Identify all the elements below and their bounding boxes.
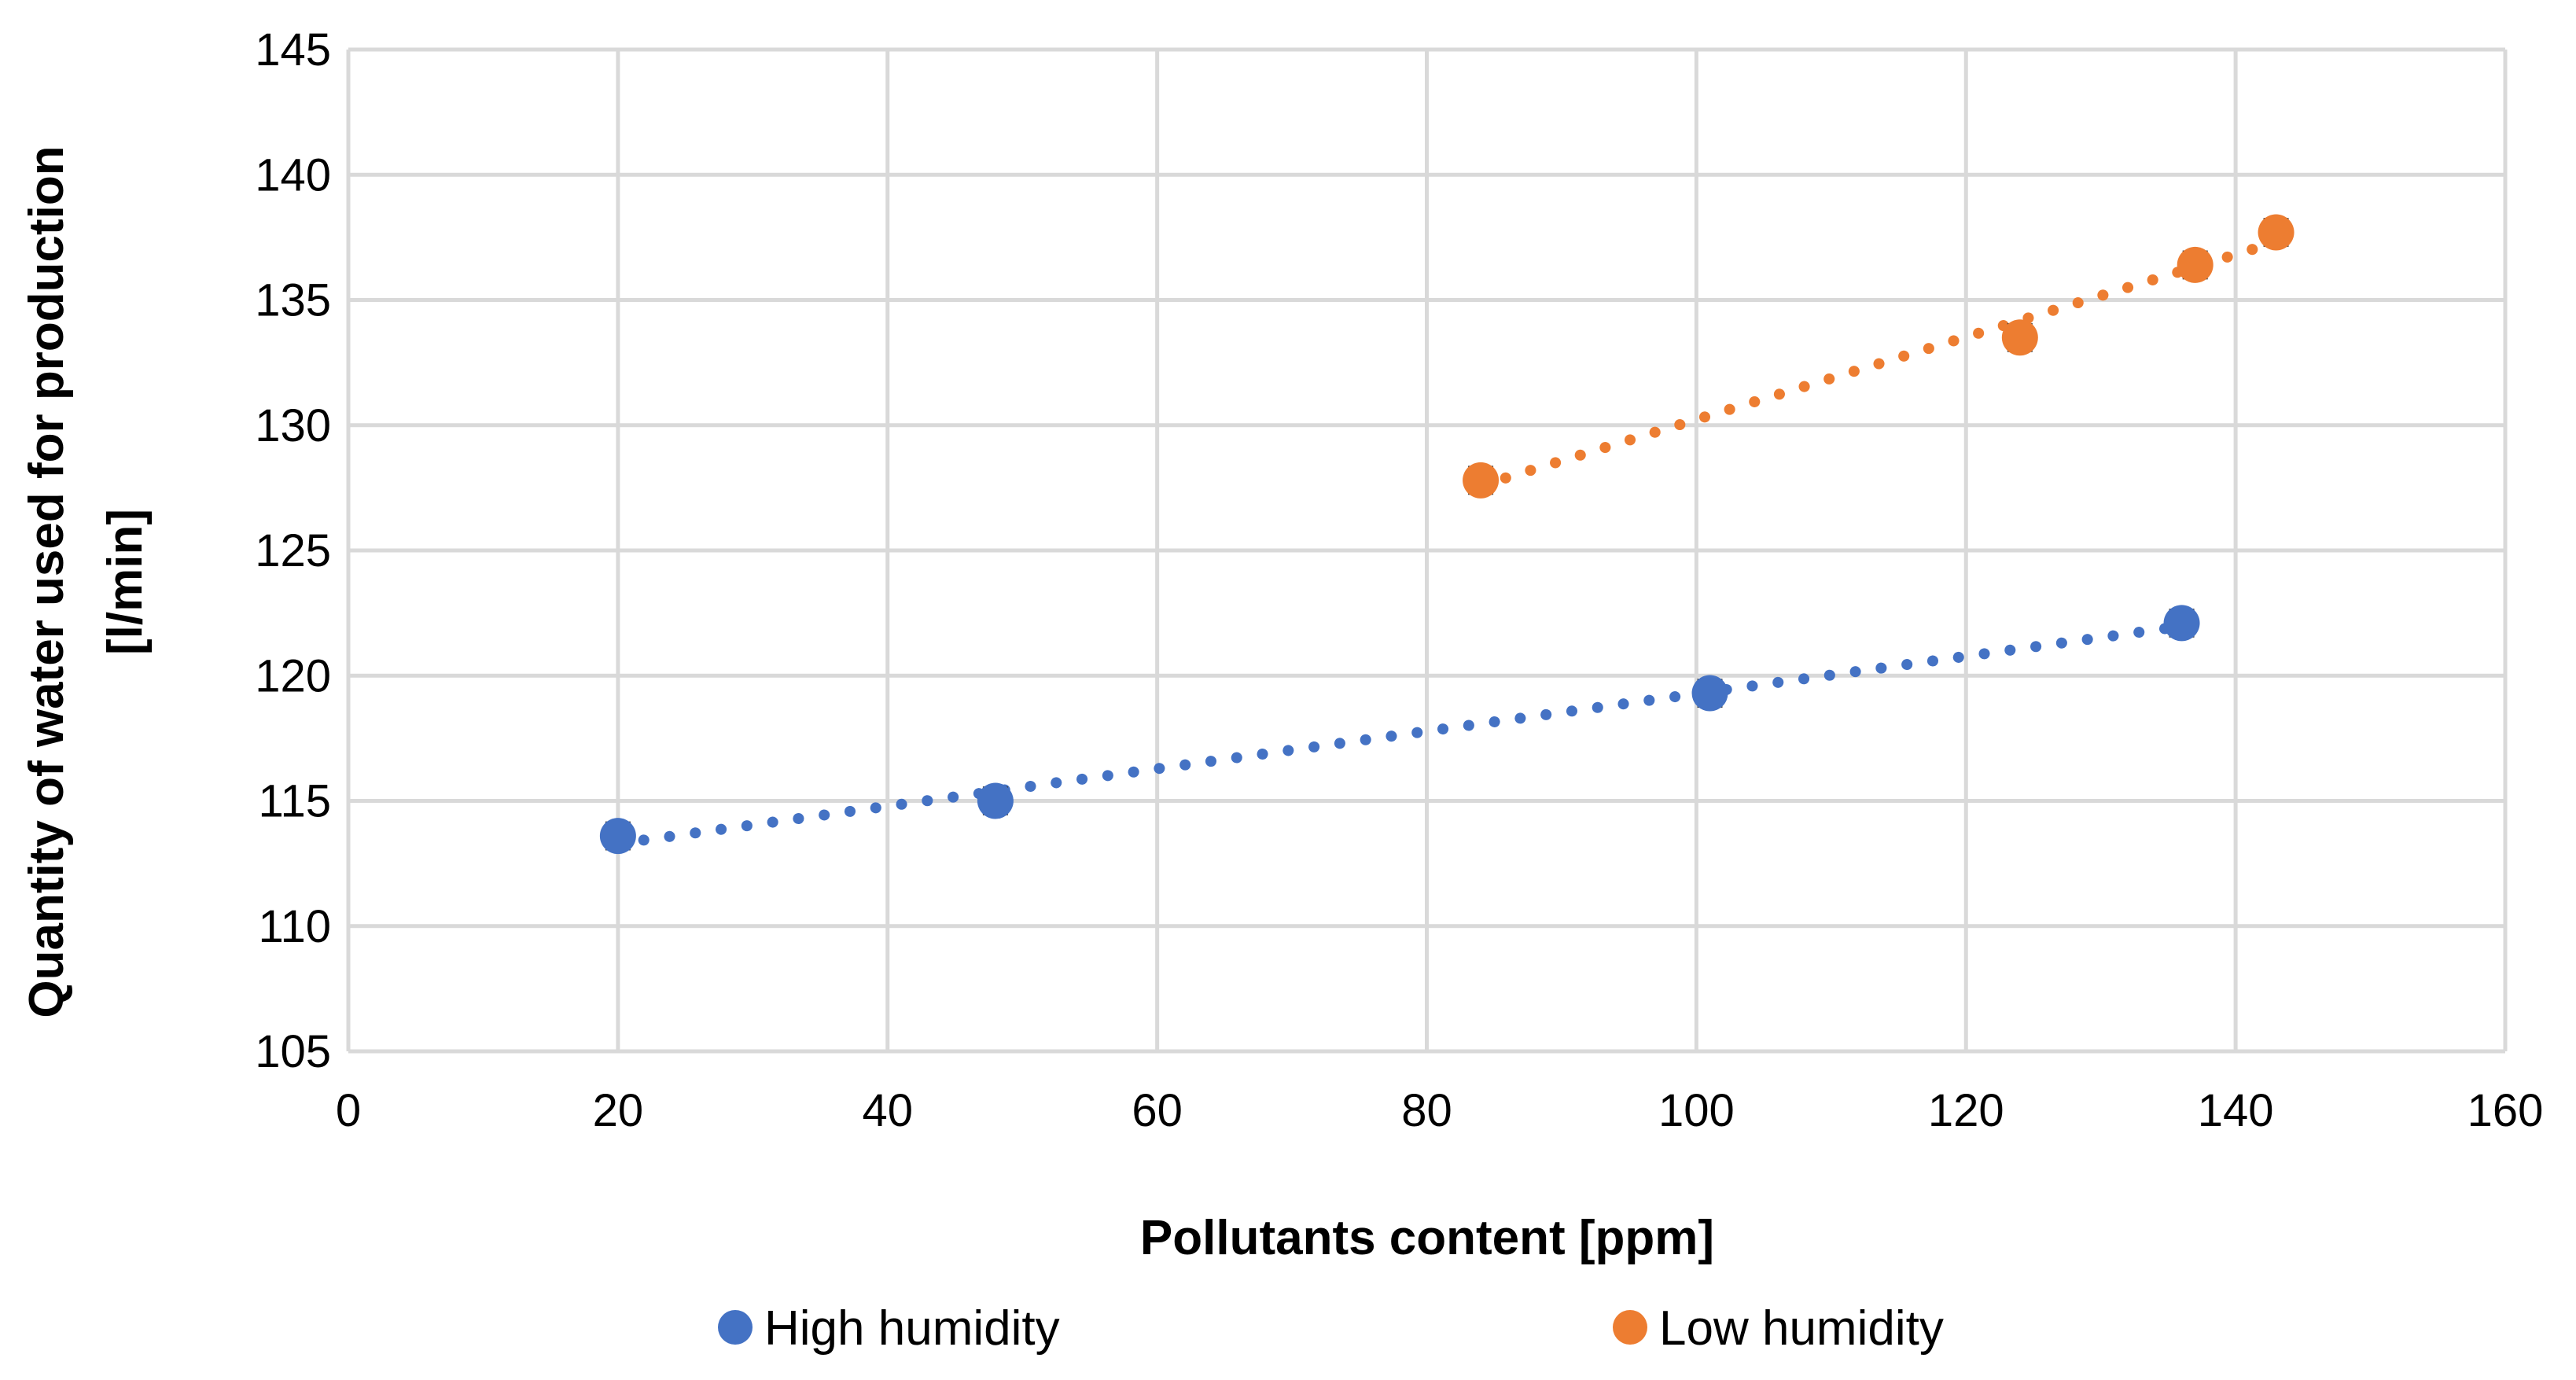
data-points [599, 214, 2294, 855]
grid-lines [346, 47, 2508, 1054]
y-tick-label: 110 [259, 901, 331, 952]
legend-marker-high-humidity [718, 1310, 753, 1345]
x-tick-label: 40 [862, 1085, 913, 1136]
y-axis-title: Quantity of water used for production [l… [20, 145, 153, 1018]
marker [2258, 214, 2294, 251]
y-tick-label: 130 [255, 400, 331, 451]
axis-ticks: 105 110 115 120 125 130 135 140 145 0 20 40 60 80 100 1… [255, 24, 2543, 1136]
legend-item-high-humidity: High humidity [718, 1301, 1060, 1356]
y-tick-label: 140 [255, 149, 331, 201]
point-low-humidity [1463, 462, 1500, 499]
y-tick-label: 145 [255, 24, 331, 75]
point-low-humidity [2177, 246, 2214, 283]
marker [977, 782, 1014, 819]
marker [599, 818, 636, 855]
y-tick-label: 135 [255, 275, 331, 326]
point-low-humidity [2001, 319, 2038, 356]
marker [2001, 319, 2038, 356]
legend-label-low-humidity: Low humidity [1659, 1301, 1944, 1356]
legend-item-low-humidity: Low humidity [1613, 1301, 1944, 1356]
y-tick-label: 125 [255, 525, 331, 576]
x-tick-label: 20 [593, 1085, 644, 1136]
legend-label-high-humidity: High humidity [764, 1301, 1060, 1356]
marker [2177, 246, 2214, 283]
x-tick-label: 0 [336, 1085, 361, 1136]
trendlines [612, 236, 2282, 849]
point-high-humidity [977, 782, 1014, 819]
x-axis-title: Pollutants content [ppm] [1140, 1211, 1714, 1265]
marker [1463, 462, 1500, 499]
x-tick-label: 120 [1928, 1085, 2004, 1136]
y-axis-title-line-1: Quantity of water used for production [20, 145, 74, 1018]
trendline-low-humidity [1475, 236, 2282, 491]
x-tick-label: 100 [1658, 1085, 1735, 1136]
point-high-humidity [599, 818, 636, 855]
point-low-humidity [2258, 214, 2294, 251]
y-tick-label: 120 [255, 650, 331, 701]
y-tick-label: 115 [259, 776, 331, 827]
legend: High humidity Low humidity [718, 1301, 1944, 1356]
marker [1691, 675, 1728, 712]
x-tick-label: 140 [2198, 1085, 2274, 1136]
x-tick-label: 160 [2467, 1085, 2544, 1136]
legend-marker-low-humidity [1613, 1310, 1647, 1345]
x-tick-label: 60 [1132, 1085, 1183, 1136]
point-high-humidity [1691, 675, 1728, 712]
point-high-humidity [2163, 605, 2200, 642]
x-tick-label: 80 [1401, 1085, 1452, 1136]
y-tick-label: 105 [255, 1026, 331, 1077]
y-axis-title-line-2: [l/min] [98, 509, 153, 655]
marker [2163, 605, 2200, 642]
trendline-high-humidity [612, 620, 2188, 849]
